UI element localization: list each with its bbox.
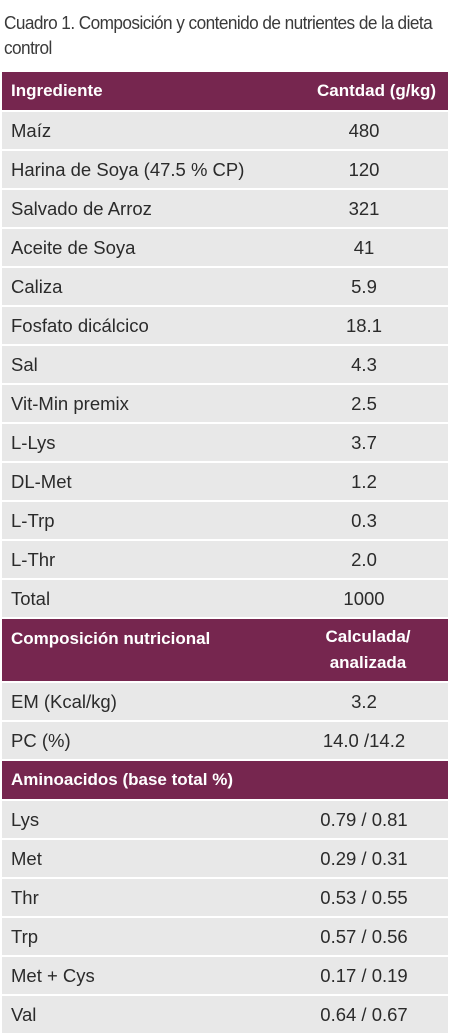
amino-acids-header: Aminoacidos (base total %)	[11, 770, 233, 789]
row-value: 0.29 / 0.31	[320, 847, 408, 869]
row-value: 0.53 / 0.55	[320, 886, 408, 908]
table-row: Fosfato dicálcico 18.1	[2, 307, 448, 344]
row-value: 3.7	[351, 431, 377, 453]
amino-acids-header-row: Aminoacidos (base total %)	[2, 761, 448, 799]
row-label: Val	[11, 1003, 37, 1025]
row-label: Trp	[11, 925, 39, 947]
nutritional-composition-header-row: Composición nutricional Calculada/ anali…	[2, 619, 448, 681]
calculated-analyzed-header: Calculada/ analizada	[280, 619, 448, 676]
table-row: DL-Met 1.2	[2, 463, 448, 500]
row-value: 2.5	[351, 392, 377, 414]
table-row: Thr 0.53 / 0.55	[2, 879, 448, 916]
table-row: Maíz 480	[2, 112, 448, 149]
row-value: 5.9	[351, 275, 377, 297]
table-row: Aceite de Soya 41	[2, 229, 448, 266]
table-row: L-Lys 3.7	[2, 424, 448, 461]
row-label: Sal	[11, 353, 38, 375]
table-row: Harina de Soya (47.5 % CP) 120	[2, 151, 448, 188]
table-row: Val 0.64 / 0.67	[2, 996, 448, 1033]
table-row: Sal 4.3	[2, 346, 448, 383]
table-row: L-Trp 0.3	[2, 502, 448, 539]
row-label: EM (Kcal/kg)	[11, 690, 117, 712]
row-value: 1000	[343, 587, 385, 609]
row-label: L-Trp	[11, 509, 55, 531]
row-value: 0.17 / 0.19	[320, 964, 408, 986]
row-label: PC (%)	[11, 729, 71, 751]
row-value: 3.2	[351, 690, 377, 712]
table-row: Lys 0.79 / 0.81	[2, 801, 448, 838]
table-row: Met + Cys 0.17 / 0.19	[2, 957, 448, 994]
row-value: 480	[348, 119, 380, 141]
row-value: 0.3	[351, 509, 377, 531]
row-value: 14.0 /14.2	[322, 729, 406, 751]
calculated-header-line: Calculada/	[325, 627, 411, 646]
table-row: Total 1000	[2, 580, 448, 617]
analyzed-header-line: analizada	[329, 653, 407, 672]
table-row: PC (%) 14.0 /14.2	[2, 722, 448, 759]
table-caption: Cuadro 1. Composición y contenido de nut…	[4, 12, 433, 58]
row-label: Thr	[11, 886, 39, 908]
table-row: Vit-Min premix 2.5	[2, 385, 448, 422]
row-label: Lys	[11, 808, 40, 830]
row-value: 321	[348, 197, 380, 219]
row-label: Fosfato dicálcico	[11, 314, 149, 336]
table-row: Caliza 5.9	[2, 268, 448, 305]
row-value: 2.0	[351, 548, 377, 570]
row-label: Vit-Min premix	[11, 392, 129, 414]
row-label: Caliza	[11, 275, 63, 297]
row-label: Aceite de Soya	[11, 236, 136, 258]
row-label: Maíz	[11, 119, 52, 141]
nutritional-rows: EM (Kcal/kg) 3.2 PC (%) 14.0 /14.2	[2, 683, 448, 759]
row-value: 0.79 / 0.81	[320, 808, 408, 830]
row-label: DL-Met	[11, 470, 72, 492]
table-row: L-Thr 2.0	[2, 541, 448, 578]
table-row: Salvado de Arroz 321	[2, 190, 448, 227]
amount-column-header: Cantdad (g/kg)	[317, 81, 436, 100]
diet-composition-table: Ingrediente Cantdad (g/kg) Maíz 480 Harina…	[2, 72, 448, 1035]
row-label: L-Lys	[11, 431, 56, 453]
row-label: Salvado de Arroz	[11, 197, 152, 219]
amino-acid-rows: Lys 0.79 / 0.81 Met 0.29 / 0.31 Thr 0.53 / 0.…	[2, 801, 448, 1033]
row-value: 0.57 / 0.56	[320, 925, 408, 947]
row-label: Total	[11, 587, 51, 609]
ingredient-column-header: Ingrediente	[11, 81, 103, 100]
row-value: 1.2	[351, 470, 377, 492]
ingredients-header-row: Ingrediente Cantdad (g/kg)	[2, 72, 448, 110]
row-label: Met	[11, 847, 42, 869]
ingredients-rows: Maíz 480 Harina de Soya (47.5 % CP) 120 Salv…	[2, 112, 448, 617]
row-value: 18.1	[345, 314, 382, 336]
row-value: 120	[348, 158, 380, 180]
table-row: EM (Kcal/kg) 3.2	[2, 683, 448, 720]
nutritional-composition-header: Composición nutricional	[11, 629, 211, 648]
table-row: Trp 0.57 / 0.56	[2, 918, 448, 955]
row-value: 0.64 / 0.67	[320, 1003, 408, 1025]
row-value: 41	[353, 236, 375, 258]
row-label: Met + Cys	[11, 964, 95, 986]
table-row: Met 0.29 / 0.31	[2, 840, 448, 877]
row-label: Harina de Soya (47.5 % CP)	[11, 158, 245, 180]
row-value: 4.3	[351, 353, 377, 375]
row-label: L-Thr	[11, 548, 56, 570]
